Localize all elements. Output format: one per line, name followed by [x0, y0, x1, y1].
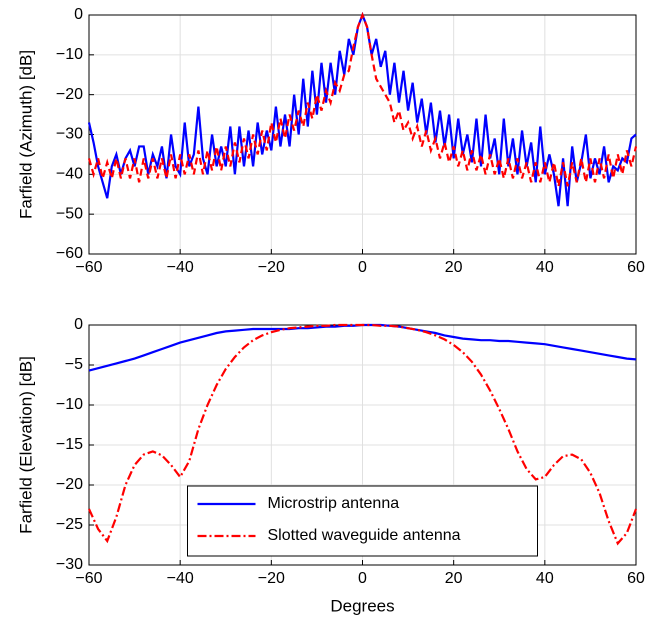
x-tick-label: −20: [258, 259, 285, 276]
x-tick-label: −40: [167, 259, 194, 276]
y-tick-label: −40: [56, 166, 83, 183]
y-tick-label: −10: [56, 396, 83, 413]
x-tick-label: 20: [445, 570, 463, 587]
y-tick-label: −20: [56, 476, 83, 493]
y-tick-label: 0: [74, 6, 83, 23]
y-tick-label: −10: [56, 46, 83, 63]
y-tick-label: −30: [56, 126, 83, 143]
legend-label: Microstrip antenna: [268, 495, 400, 512]
x-tick-label: −20: [258, 570, 285, 587]
x-tick-label: 40: [536, 570, 554, 587]
x-tick-label: 40: [536, 259, 554, 276]
y-tick-label: −30: [56, 556, 83, 573]
x-tick-label: −60: [75, 570, 102, 587]
x-tick-label: 0: [358, 259, 367, 276]
x-axis-label: Degrees: [330, 596, 394, 615]
y-tick-label: −15: [56, 436, 83, 453]
series-line: [87, 11, 638, 187]
y-tick-label: −5: [65, 356, 83, 373]
x-tick-label: 20: [445, 259, 463, 276]
x-tick-label: 60: [627, 259, 645, 276]
y-tick-label: −60: [56, 245, 83, 262]
series-line: [87, 323, 638, 546]
legend-box: [187, 485, 538, 557]
x-tick-label: 60: [627, 570, 645, 587]
x-tick-label: 0: [358, 570, 367, 587]
y-tick-label: 0: [74, 316, 83, 333]
y-axis-label: Farfield (Azimuth) [dB]: [16, 50, 35, 219]
y-axis-label: Farfield (Elevation) [dB]: [16, 356, 35, 534]
y-tick-label: −20: [56, 86, 83, 103]
legend: Microstrip antenna Slotted waveguide ante…: [187, 485, 538, 557]
y-tick-label: −25: [56, 516, 83, 533]
x-tick-label: −60: [75, 259, 102, 276]
y-tick-label: −50: [56, 205, 83, 222]
legend-label: Slotted waveguide antenna: [268, 527, 461, 544]
x-tick-label: −40: [167, 570, 194, 587]
